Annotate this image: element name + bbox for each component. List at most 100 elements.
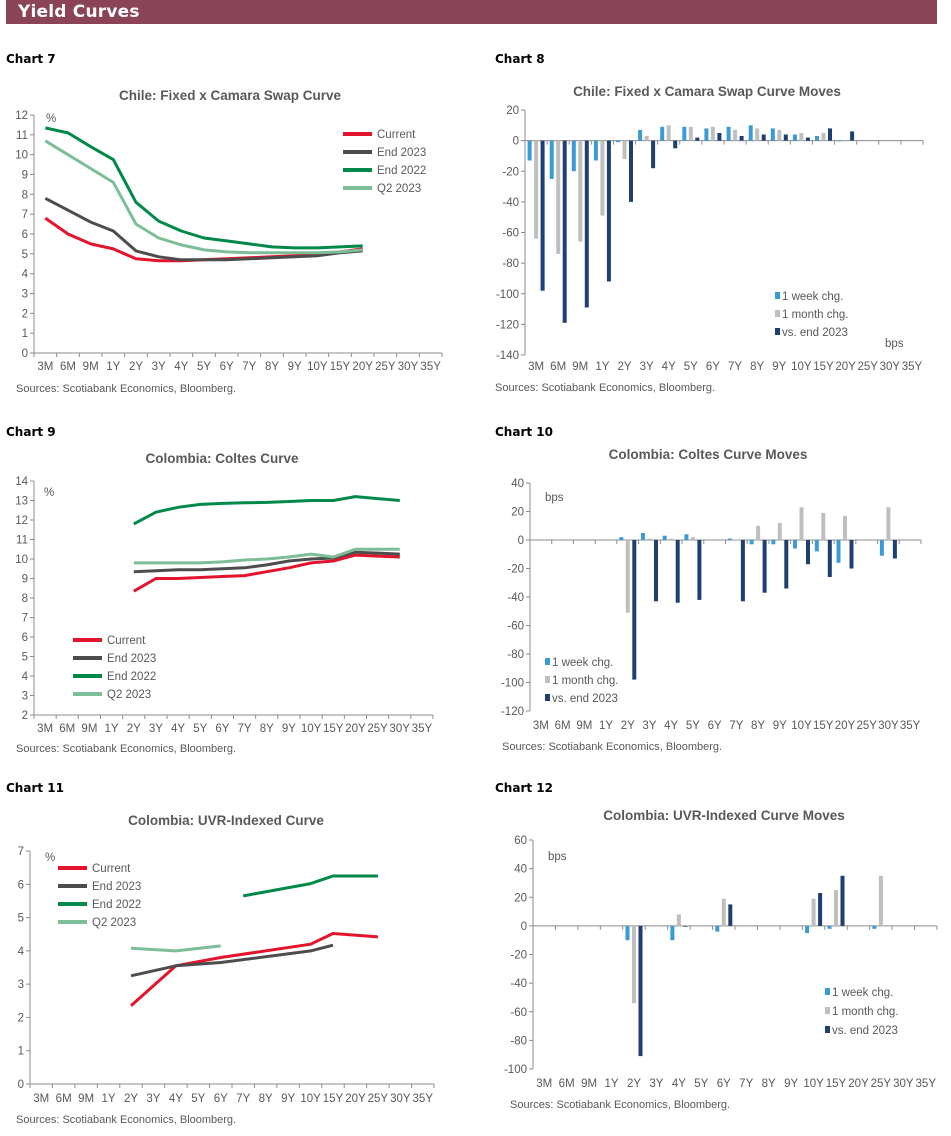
chart-12-sources: Sources: Scotiabank Economics, Bloomberg… xyxy=(510,1099,731,1111)
bar-1-month-chg--7Y xyxy=(733,129,738,141)
y-tick-label: -40 xyxy=(510,978,527,990)
x-tick-label: 1Y xyxy=(105,723,119,735)
series-line-end-2022 xyxy=(133,495,400,526)
bar-1-month-chg--10Y xyxy=(799,507,804,540)
bar-1-month-chg--15Y xyxy=(821,512,826,540)
bar-1-month-chg--9Y xyxy=(777,522,782,540)
bar-1-week-chg--3Y xyxy=(638,129,643,141)
x-tick-label: 5Y xyxy=(684,361,698,373)
x-tick-label: 3M xyxy=(37,723,53,735)
chart-9-sources: Sources: Scotiabank Economics, Bloomberg… xyxy=(16,743,237,755)
series-line-end-2022 xyxy=(242,874,378,898)
bar-vs-end-2023-8Y xyxy=(761,134,766,141)
x-tick-label: 7Y xyxy=(729,720,743,732)
legend-swatch xyxy=(545,694,550,701)
x-tick-label: 25Y xyxy=(871,1078,892,1090)
series-line-end-2023 xyxy=(130,943,334,978)
bar-vs-end-2023-3Y xyxy=(651,140,656,169)
bar-1-week-chg--2Y xyxy=(619,537,624,540)
bar-vs-end-2023-8Y xyxy=(762,540,767,593)
x-tick-label: 6M xyxy=(60,361,76,373)
x-tick-label: 3M xyxy=(528,361,544,373)
chart-8-label: Chart 8 xyxy=(495,52,545,66)
x-tick-label: 15Y xyxy=(323,1093,344,1105)
bar-1-week-chg--6Y xyxy=(704,128,709,141)
x-tick-label: 9Y xyxy=(772,361,786,373)
x-tick-label: 35Y xyxy=(900,720,921,732)
y-tick-label: 2 xyxy=(22,710,28,722)
bar-vs-end-2023-4Y xyxy=(675,540,680,603)
bar-1-week-chg--3Y xyxy=(641,532,645,540)
unit-label: % xyxy=(44,487,54,499)
x-tick-label: 3Y xyxy=(642,720,656,732)
legend-swatch xyxy=(775,292,780,299)
y-tick-label: 40 xyxy=(514,864,527,876)
bar-vs-end-2023-20Y xyxy=(849,540,854,569)
bar-vs-end-2023-10Y xyxy=(806,540,810,565)
bar-vs-end-2023-20Y xyxy=(850,131,855,141)
bar-1-week-chg--15Y xyxy=(815,136,819,141)
x-tick-label: 2Y xyxy=(127,723,141,735)
y-tick-label: 1 xyxy=(18,1046,24,1058)
y-tick-label: 2 xyxy=(18,1012,24,1024)
legend-label: vs. end 2023 xyxy=(552,693,618,705)
bar-1-week-chg--4Y xyxy=(670,925,675,941)
bar-1-week-chg--20Y xyxy=(837,140,842,142)
x-tick-label: 4Y xyxy=(672,1078,686,1090)
legend-swatch xyxy=(775,328,780,335)
chart-8-sources: Sources: Scotiabank Economics, Bloomberg… xyxy=(495,382,716,394)
bar-1-month-chg--25Y xyxy=(878,875,883,926)
x-tick-label: 9Y xyxy=(773,720,787,732)
x-tick-label: 30Y xyxy=(390,723,411,735)
unit-label: bps xyxy=(548,851,567,863)
x-tick-label: 3Y xyxy=(640,361,654,373)
y-tick-label: 2 xyxy=(22,308,28,320)
x-tick-label: 35Y xyxy=(916,1078,937,1090)
bar-1-week-chg--6Y xyxy=(715,925,720,932)
y-tick-label: 5 xyxy=(22,652,28,664)
y-tick-label: 5 xyxy=(18,913,24,925)
bar-1-week-chg--3M xyxy=(527,140,532,161)
bar-1-week-chg--10Y xyxy=(805,925,810,934)
legend-label: End 2023 xyxy=(92,881,141,893)
bar-1-week-chg--8Y xyxy=(749,540,754,545)
y-tick-label: 60 xyxy=(514,835,527,847)
bar-1-month-chg--8Y xyxy=(755,128,760,141)
y-tick-label: 20 xyxy=(511,507,524,519)
bar-vs-end-2023-9M xyxy=(584,140,589,308)
legend-label: 1 month chg. xyxy=(832,1006,898,1018)
bar-1-month-chg--10Y xyxy=(811,898,816,926)
x-tick-label: 4Y xyxy=(174,361,188,373)
x-tick-label: 6Y xyxy=(706,361,720,373)
x-tick-label: 6Y xyxy=(717,1078,731,1090)
x-tick-label: 2Y xyxy=(124,1093,138,1105)
x-tick-label: 5Y xyxy=(191,1093,205,1105)
x-tick-label: 3M xyxy=(533,720,549,732)
x-tick-label: 3Y xyxy=(649,1078,663,1090)
y-tick-label: 11 xyxy=(16,130,28,142)
y-tick-label: -80 xyxy=(502,258,519,270)
x-tick-label: 3Y xyxy=(152,361,166,373)
chart-9: 2 3 4 5 6 7 8 9 10 11 12 13 14 3M 6M 9M 1Y 2Y 3Y 4Y 5Y 6Y 7Y 8Y… xyxy=(15,476,434,735)
x-tick-label: 20Y xyxy=(345,1093,366,1105)
bar-1-month-chg--6M xyxy=(556,140,561,254)
x-tick-label: 15Y xyxy=(813,720,834,732)
y-tick-label: 3 xyxy=(22,691,28,703)
series-line-current xyxy=(133,553,400,593)
x-tick-label: 10Y xyxy=(791,361,812,373)
x-tick-label: 6Y xyxy=(214,1093,228,1105)
bar-vs-end-2023-15Y xyxy=(840,875,845,926)
x-tick-label: 8Y xyxy=(762,1078,776,1090)
y-tick-label: 12 xyxy=(15,515,28,527)
y-tick-label: 0 xyxy=(18,1079,24,1091)
chart-11: 0 1 2 3 4 5 6 7 3M 6M 9M 1Y 2Y 3Y 4Y 5Y 6Y 7Y 8Y 9Y 10Y 15Y 20… xyxy=(18,846,435,1105)
bar-1-month-chg--15Y xyxy=(821,133,826,141)
x-tick-label: 10Y xyxy=(307,361,328,373)
unit-label: bps xyxy=(545,492,564,504)
unit-label: % xyxy=(46,113,56,125)
x-tick-label: 9M xyxy=(572,361,588,373)
bar-1-month-chg--4Y xyxy=(666,125,671,141)
y-tick-label: -140 xyxy=(496,350,519,362)
y-tick-label: 4 xyxy=(18,946,25,958)
